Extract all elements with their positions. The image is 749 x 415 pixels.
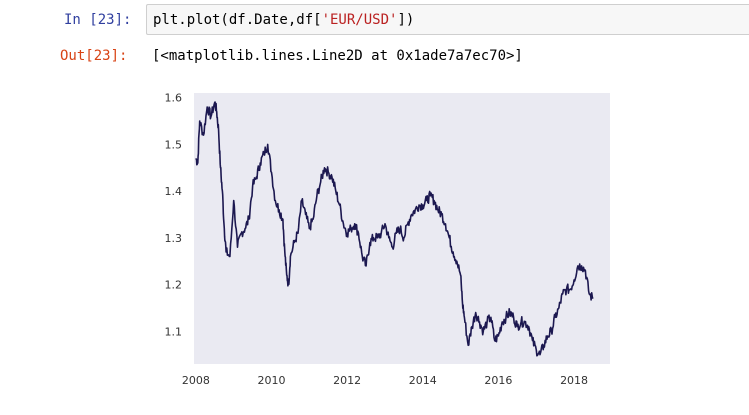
code-text-pre: plt.plot(df.Date,df[: [153, 12, 322, 28]
input-prompt: In [23]:: [64, 12, 132, 28]
x-tick-label: 2018: [560, 374, 588, 387]
y-tick-label: 1.5: [165, 138, 183, 151]
x-tick-label: 2016: [484, 374, 512, 387]
y-tick-label: 1.3: [165, 232, 183, 245]
code-line: plt.plot(df.Date,df['EUR/USD']): [153, 10, 414, 30]
line-chart: 2008 2010 2012 2014 2016 2018 1.1 1.2 1.3 1.4 1.5 1…: [165, 92, 610, 387]
y-tick-label: 1.4: [165, 185, 183, 198]
x-tick-label: 2010: [258, 374, 286, 387]
y-tick-label: 1.6: [165, 92, 183, 105]
code-text-post: ]): [397, 12, 415, 28]
output-text: [<matplotlib.lines.Line2D at 0x1ade7a7ec…: [152, 48, 523, 64]
y-tick-label: 1.1: [165, 325, 183, 338]
x-tick-label: 2008: [182, 374, 210, 387]
output-prompt: Out[23]:: [60, 48, 128, 64]
plot-area: [194, 93, 610, 364]
x-tick-label: 2014: [409, 374, 437, 387]
series-line-eur-usd: [195, 101, 594, 357]
y-tick-label: 1.2: [165, 279, 183, 292]
code-cell-input[interactable]: plt.plot(df.Date,df['EUR/USD']): [146, 4, 749, 35]
x-tick-label: 2012: [333, 374, 361, 387]
code-string-literal: 'EUR/USD': [321, 12, 398, 28]
